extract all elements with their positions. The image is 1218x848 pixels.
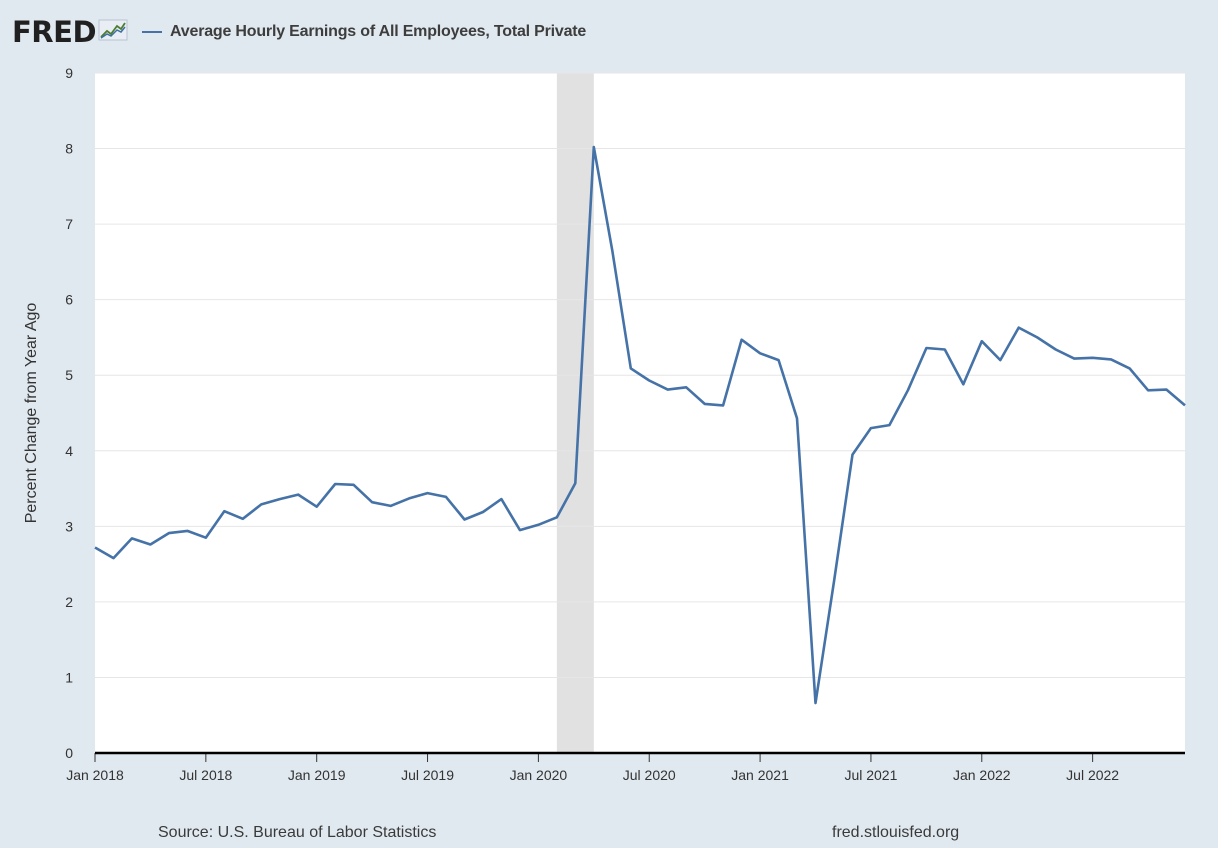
y-axis-label: Percent Change from Year Ago — [23, 303, 40, 524]
y-tick-label: 2 — [65, 594, 73, 610]
site-url[interactable]: fred.stlouisfed.org — [832, 824, 960, 841]
y-tick-label: 7 — [65, 216, 73, 232]
fred-chart-logo-icon — [98, 18, 128, 47]
recession-shading — [556, 73, 594, 753]
fred-logo[interactable]: FRED — [12, 14, 97, 49]
legend-series-name: Average Hourly Earnings of All Employees… — [170, 23, 587, 40]
x-tick-label: Jan 2020 — [510, 767, 568, 783]
plot-area — [95, 73, 1185, 753]
y-tick-label: 0 — [65, 745, 73, 761]
x-tick-label: Jul 2018 — [179, 767, 232, 783]
x-tick-label: Jul 2019 — [401, 767, 454, 783]
x-tick-label: Jul 2022 — [1066, 767, 1119, 783]
chart-header: FRED Average Hourly Earnings of All Empl… — [12, 14, 586, 50]
y-tick-label: 4 — [65, 443, 73, 459]
y-tick-label: 1 — [65, 669, 73, 685]
x-tick-label: Jan 2019 — [288, 767, 346, 783]
x-tick-label: Jan 2021 — [731, 767, 789, 783]
y-tick-label: 9 — [65, 65, 73, 81]
y-tick-label: 3 — [65, 518, 73, 534]
x-tick-label: Jul 2020 — [623, 767, 676, 783]
y-tick-label: 6 — [65, 292, 73, 308]
series-line — [94, 145, 1186, 705]
x-tick-label: Jan 2018 — [66, 767, 124, 783]
y-tick-label: 5 — [65, 367, 73, 383]
y-tick-label: 8 — [65, 141, 73, 157]
legend-line-swatch — [142, 31, 163, 33]
x-tick-label: Jan 2022 — [953, 767, 1011, 783]
x-tick-label: Jul 2021 — [844, 767, 897, 783]
source-note: Source: U.S. Bureau of Labor Statistics — [158, 824, 437, 841]
chart-legend: Average Hourly Earnings of All Employees… — [142, 23, 586, 41]
